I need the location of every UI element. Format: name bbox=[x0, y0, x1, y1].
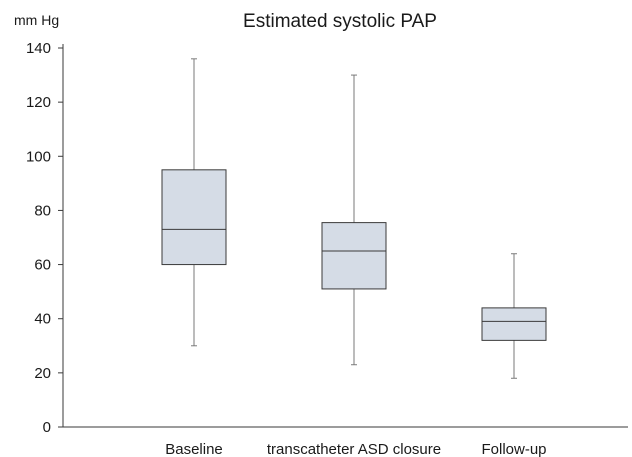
y-tick-label: 60 bbox=[34, 257, 51, 274]
y-axis-unit-label: mm Hg bbox=[14, 12, 59, 28]
y-tick-label: 0 bbox=[43, 419, 51, 436]
y-tick-label: 120 bbox=[26, 94, 51, 111]
chart-title: Estimated systolic PAP bbox=[243, 11, 437, 32]
box-3 bbox=[481, 253, 547, 379]
y-tick-label: 140 bbox=[26, 40, 51, 57]
box-1 bbox=[161, 58, 227, 347]
y-tick-label: 100 bbox=[26, 148, 51, 165]
iqr-box bbox=[481, 307, 547, 341]
iqr-box bbox=[321, 222, 387, 290]
box-series bbox=[161, 58, 547, 379]
x-category-label: Follow-up bbox=[481, 441, 546, 457]
iqr-box bbox=[161, 169, 227, 266]
y-tick-label: 20 bbox=[34, 365, 51, 382]
x-axis-category-labels: Baseline transcatheter ASD closure Follow-… bbox=[165, 441, 546, 457]
x-category-label: Baseline bbox=[165, 441, 223, 457]
y-tick-label: 80 bbox=[34, 202, 51, 219]
box-2 bbox=[321, 74, 387, 366]
axes bbox=[62, 44, 628, 428]
x-category-label: transcatheter ASD closure bbox=[267, 441, 441, 457]
y-tick-label: 40 bbox=[34, 311, 51, 328]
y-axis-ticks: 0 20 40 60 80 100 120 140 bbox=[26, 40, 63, 436]
